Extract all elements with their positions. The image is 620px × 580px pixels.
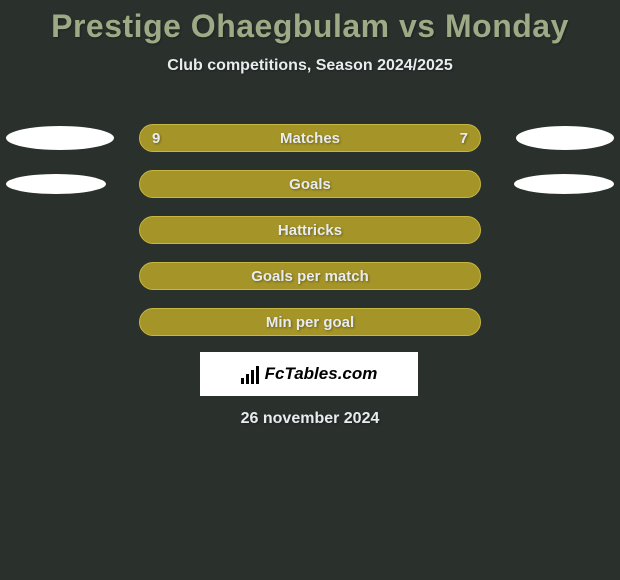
brand-text: FcTables.com xyxy=(265,364,378,384)
footer-date: 26 november 2024 xyxy=(0,410,620,428)
stats-canvas: Prestige Ohaegbulam vs Monday Club compe… xyxy=(0,0,620,580)
bar-chart-icon xyxy=(241,364,259,384)
stat-right-value: 7 xyxy=(460,130,468,147)
stat-bar: Goals xyxy=(139,170,481,198)
stat-bar: Goals per match xyxy=(139,262,481,290)
stat-row: Hattricks xyxy=(0,216,620,262)
stat-rows: Matches 9 7 Goals Hattricks Goals per match Mi… xyxy=(0,124,620,354)
stat-bar: Min per goal xyxy=(139,308,481,336)
stat-row: Min per goal xyxy=(0,308,620,354)
stat-bar: Hattricks xyxy=(139,216,481,244)
right-ellipse xyxy=(514,174,614,194)
right-ellipse xyxy=(516,126,614,150)
stat-bar: Matches 9 7 xyxy=(139,124,481,152)
page-title: Prestige Ohaegbulam vs Monday xyxy=(0,0,620,45)
stat-label: Goals per match xyxy=(251,268,369,285)
stat-row: Goals xyxy=(0,170,620,216)
stat-label: Goals xyxy=(289,176,331,193)
stat-row: Matches 9 7 xyxy=(0,124,620,170)
stat-label: Matches xyxy=(280,130,340,147)
stat-label: Hattricks xyxy=(278,222,342,239)
subtitle: Club competitions, Season 2024/2025 xyxy=(0,57,620,75)
brand-box: FcTables.com xyxy=(200,352,418,396)
left-ellipse xyxy=(6,126,114,150)
stat-row: Goals per match xyxy=(0,262,620,308)
stat-left-value: 9 xyxy=(152,130,160,147)
left-ellipse xyxy=(6,174,106,194)
stat-label: Min per goal xyxy=(266,314,354,331)
